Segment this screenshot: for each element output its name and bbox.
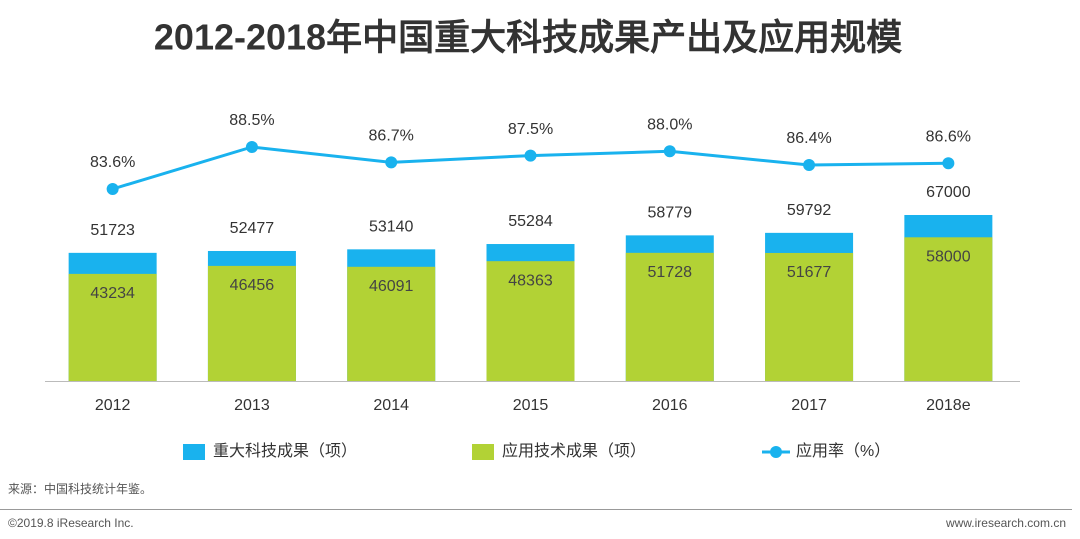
legend-swatch	[472, 444, 494, 460]
value-label: 51723	[90, 222, 135, 239]
value-label: 43234	[90, 285, 135, 302]
legend-label: 重大科技成果（项）	[213, 442, 357, 460]
line-point	[663, 145, 676, 158]
value-label: 46456	[230, 277, 275, 294]
value-label: 51728	[648, 264, 693, 281]
value-label: 58779	[648, 205, 693, 222]
bar	[625, 252, 714, 381]
legend-label: 应用技术成果（项）	[502, 441, 646, 460]
bar	[904, 237, 993, 381]
value-label: 59792	[787, 202, 832, 219]
bar	[486, 261, 575, 381]
copyright: ©2019.8 iResearch Inc.	[8, 516, 134, 530]
legend-marker	[770, 446, 782, 458]
value-label: 67000	[926, 184, 971, 201]
value-label: 83.6%	[90, 154, 135, 171]
legend-swatch	[183, 444, 205, 460]
value-label: 53140	[369, 219, 414, 236]
bar	[207, 265, 296, 381]
x-tick-label: 2014	[373, 397, 409, 414]
value-label: 88.5%	[229, 112, 274, 129]
x-tick-label: 2018e	[926, 397, 971, 414]
value-label: 87.5%	[508, 121, 553, 138]
value-label: 88.0%	[647, 117, 692, 134]
line-point	[106, 183, 119, 195]
bar	[765, 252, 854, 381]
chart-title: 2012-2018年中国重大科技成果产出及应用规模	[154, 17, 902, 58]
line-point	[803, 159, 816, 171]
value-label: 86.7%	[369, 128, 414, 145]
line-point	[385, 156, 398, 169]
source: 来源：中国科技统计年鉴。	[8, 481, 152, 496]
value-label: 58000	[926, 249, 971, 266]
line-point	[524, 149, 537, 162]
legend-label: 应用率（%）	[796, 441, 890, 460]
value-label: 86.4%	[786, 130, 831, 147]
x-tick-label: 2012	[95, 397, 131, 414]
x-tick-label: 2017	[791, 397, 827, 414]
x-tick-label: 2013	[234, 397, 270, 414]
x-tick-label: 2015	[513, 397, 549, 414]
website: www.iresearch.com.cn	[945, 516, 1066, 530]
value-label: 52477	[230, 220, 275, 237]
value-label: 51677	[787, 264, 832, 281]
value-label: 46091	[369, 278, 414, 295]
x-tick-label: 2016	[652, 397, 688, 414]
value-label: 86.6%	[926, 129, 971, 146]
bar	[347, 266, 436, 381]
bar	[68, 273, 157, 381]
line-point	[245, 141, 258, 153]
value-label: 55284	[508, 213, 553, 230]
value-label: 48363	[508, 272, 553, 289]
line-point	[942, 157, 955, 170]
